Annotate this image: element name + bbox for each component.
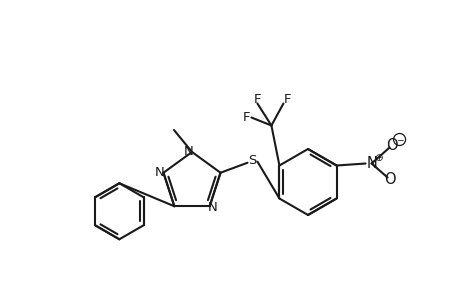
Text: S: S xyxy=(248,154,256,167)
Text: −: − xyxy=(395,135,403,144)
Text: N: N xyxy=(154,166,164,179)
Text: N: N xyxy=(207,201,217,214)
Text: O: O xyxy=(383,172,395,187)
Text: F: F xyxy=(253,93,261,106)
Text: O: O xyxy=(385,138,397,153)
Text: F: F xyxy=(283,93,291,106)
Text: N: N xyxy=(365,156,376,171)
Text: F: F xyxy=(242,111,250,124)
Text: N: N xyxy=(184,145,193,158)
Text: ⊕: ⊕ xyxy=(373,152,382,163)
